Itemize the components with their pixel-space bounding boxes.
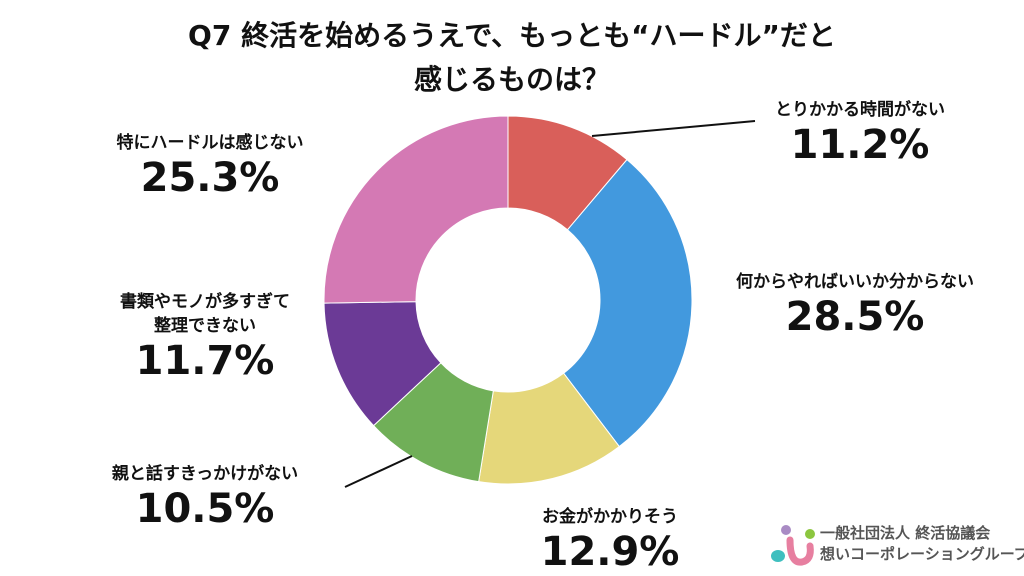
value-label: 12.9% [540,529,680,575]
donut-slice-2 [562,158,693,448]
leader-line [344,455,413,488]
label-dont-know: 何からやればいいか分からない 28.5% [700,270,1010,340]
category-label: お金がかかりそう [542,507,678,527]
value-label: 11.7% [135,338,275,384]
logo-mark [771,525,815,566]
donut-slice-6 [323,115,509,304]
category-label: 特にハードルは感じない [116,133,304,153]
chart-title-line1: Q7 終活を始めるうえで、もっとも“ハードル”だと [188,19,836,52]
category-label: 何からやればいいか分からない [736,272,974,292]
label-no-hurdle: 特にハードルは感じない 25.3% [70,131,350,201]
value-label: 10.5% [135,486,275,532]
leader-line [591,120,756,137]
logo-line2: 想いコーポレーショングループ [820,545,1024,563]
logo-line1: 一般社団法人 終活協議会 [820,524,991,542]
category-label: 親と話すきっかけがない [111,464,299,484]
chart-title-line2: 感じるものは？ [413,63,610,96]
value-label: 11.2% [790,122,930,168]
category-label: とりかかる時間がない [775,100,945,120]
category-label: 書類やモノが多すぎて [120,292,290,312]
value-label: 28.5% [785,294,925,340]
category-label: 整理できない [154,316,256,336]
label-too-many-items: 書類やモノが多すぎて 整理できない 11.7% [65,290,345,384]
label-money: お金がかかりそう 12.9% [500,505,720,575]
organization-logo: 一般社団法人 終活協議会 想いコーポレーショングループ [770,520,1024,570]
label-talk-parents: 親と話すきっかけがない 10.5% [65,462,345,532]
value-label: 25.3% [140,155,280,201]
label-no-time: とりかかる時間がない 11.2% [740,98,980,168]
